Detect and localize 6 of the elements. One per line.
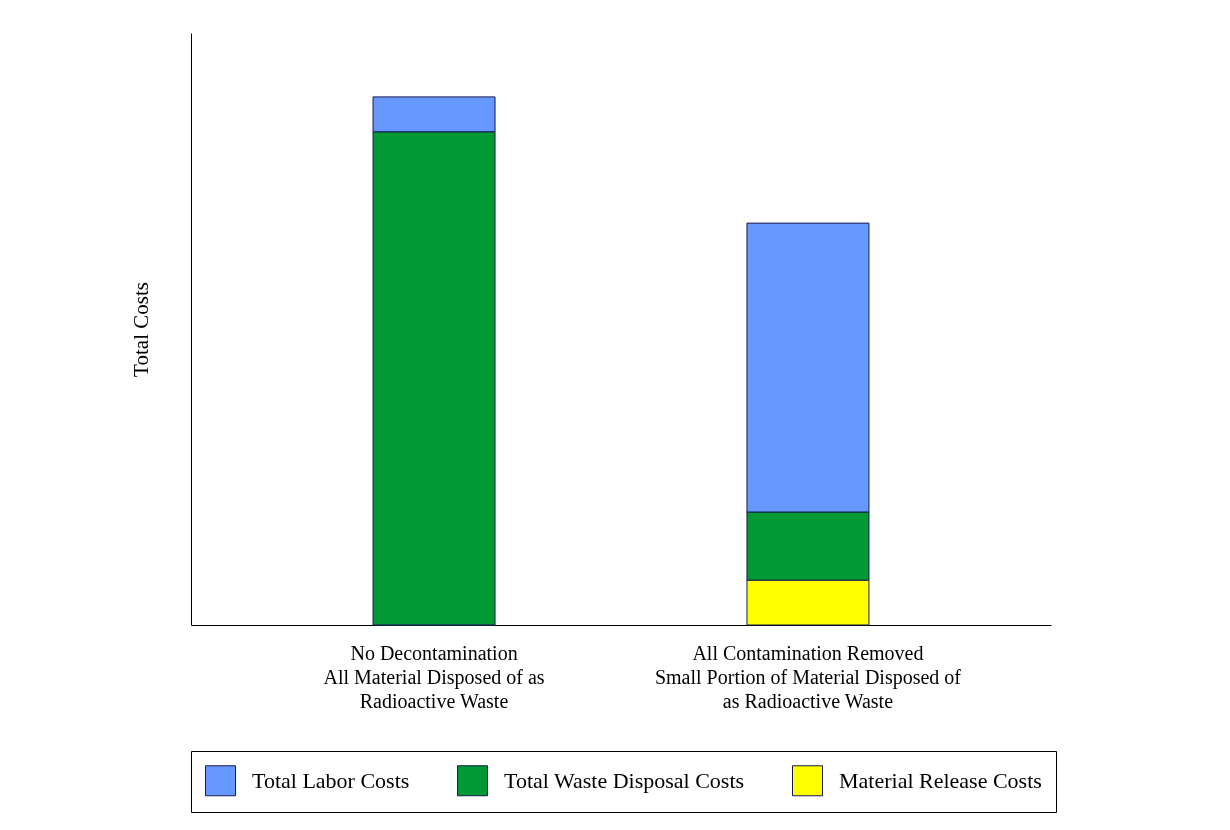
legend-label: Total Labor Costs	[252, 767, 410, 793]
legend-label: Material Release Costs	[839, 767, 1042, 793]
x-tick-label: All Contamination Removed Small Portion of Material Disposed of as Radioactive Waste	[654, 641, 962, 712]
y-axis-title: Total Costs	[128, 282, 153, 377]
x-tick-label: No Decontamination All Material Disposed of as Radioactive Waste	[323, 641, 545, 712]
legend-label: Total Waste Disposal Costs	[504, 767, 745, 793]
